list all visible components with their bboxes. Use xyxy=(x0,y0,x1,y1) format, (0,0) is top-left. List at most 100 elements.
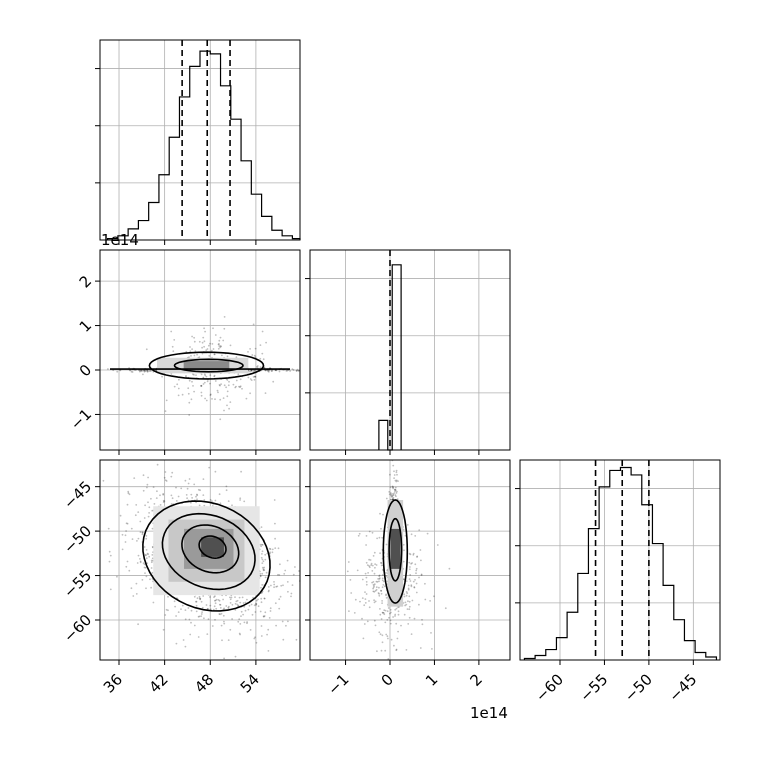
scatter-p0-p1-point xyxy=(139,370,141,373)
scatter-p1-p2-point xyxy=(385,543,388,546)
scatter-p0-p2-point xyxy=(269,548,272,551)
scatter-p1-p2-core-point xyxy=(386,619,389,621)
scatter-p1-p2-point xyxy=(373,601,376,604)
scatter-p0-p2-point xyxy=(207,607,209,610)
scatter-p0-p2-point xyxy=(264,576,267,579)
scatter-p1-p2-point xyxy=(382,612,385,614)
scatter-p0-p1-outlier-point xyxy=(238,385,240,388)
scatter-p0-p2-point xyxy=(249,629,252,631)
scatter-p1-p2-core-point xyxy=(389,622,392,625)
scatter-p0-p2-point xyxy=(260,625,263,627)
scatter-p0-p1-outlier-point xyxy=(214,380,217,382)
scatter-p0-p1-outlier-point xyxy=(189,350,192,353)
scatter-p0-p2-point xyxy=(126,522,129,525)
scatter-p0-p2-point xyxy=(290,592,293,595)
scatter-p1-p2-point xyxy=(377,578,379,580)
scatter-p0-p2-point xyxy=(150,586,153,589)
scatter-p1-p2-point xyxy=(380,649,383,652)
scatter-p1-p2-point xyxy=(374,600,377,603)
scatter-p0-p1-point xyxy=(295,369,298,372)
scatter-p1-p2-point xyxy=(396,637,399,640)
scatter-p1-p2-point xyxy=(412,554,415,556)
scatter-p0-p1-outlier-point xyxy=(262,358,265,361)
scatter-p1-p2-point xyxy=(409,566,411,568)
scatter-p0-p1-point xyxy=(149,370,152,372)
scatter-p1-p2-point xyxy=(448,567,451,570)
scatter-p0-p1-point xyxy=(143,370,146,373)
scatter-p0-p2-point xyxy=(195,610,198,613)
scatter-p0-p2-point xyxy=(142,474,145,477)
scatter-p0-p1-outlier-point xyxy=(226,404,228,407)
scatter-p0-p2-point xyxy=(203,617,205,620)
scatter-p1-p2-point xyxy=(385,597,388,599)
scatter-p1-p2-point xyxy=(386,635,389,638)
p0-p2-contour xyxy=(181,524,240,574)
scatter-p0-p2-point xyxy=(187,482,190,485)
scatter-p0-p2-point xyxy=(278,607,281,610)
scatter-p0-p1-outlier-point xyxy=(198,340,201,343)
scatter-p1-p2-core-point xyxy=(394,488,396,491)
scatter-p0-p2-point xyxy=(195,495,197,498)
scatter-p0-p1-point xyxy=(140,370,143,373)
scatter-p1-p2-point xyxy=(394,608,397,611)
scatter-p1-p2-point xyxy=(364,598,367,600)
scatter-p0-p1-outlier-point xyxy=(193,340,196,343)
scatter-p0-p1-outlier-point xyxy=(226,355,229,358)
scatter-p1-p2-point xyxy=(405,594,408,597)
scatter-p0-p2-point xyxy=(108,560,111,563)
scatter-p0-p2-point xyxy=(132,595,135,597)
scatter-p0-p2-point xyxy=(149,578,151,581)
scatter-p0-p1-outlier-point xyxy=(226,379,229,381)
scatter-p0-p1-outlier-point xyxy=(254,375,256,378)
scatter-p1-p2-point xyxy=(397,606,399,609)
scatter-p0-p2-point xyxy=(205,604,208,606)
scatter-p0-p2-point xyxy=(135,593,138,595)
scatter-p1-p2-point xyxy=(378,580,380,583)
scatter-p1-p2-point xyxy=(385,593,387,596)
scatter-p1-p2-core-point xyxy=(388,493,391,496)
scatter-p0-p2-point xyxy=(206,633,209,635)
scatter-p0-p1-outlier-point xyxy=(206,348,209,350)
scatter-p0-p2-point xyxy=(147,501,149,504)
scatter-p0-p2-point xyxy=(152,486,155,488)
scatter-p0-p1-point xyxy=(295,370,298,372)
scatter-p0-p2-point xyxy=(190,621,192,624)
scatter-p0-p1-outlier-point xyxy=(217,391,219,394)
scatter-p1-p2-point xyxy=(364,572,367,575)
scatter-p1-p2-point xyxy=(407,623,410,625)
scatter-p0-p1-point xyxy=(119,369,122,372)
scatter-p0-p2-point xyxy=(139,558,141,560)
scatter-p1-p2-point xyxy=(403,593,406,596)
scatter-p0-p2-point xyxy=(275,624,277,627)
scatter-p0-p2-point xyxy=(213,596,215,598)
scatter-p0-p2-point xyxy=(202,595,205,597)
scatter-p0-p2-point xyxy=(170,494,173,497)
scatter-p1-p2-core-point xyxy=(394,488,396,491)
scatter-p0-p1-outlier-point xyxy=(253,378,256,381)
scatter-p1-p2-core-point xyxy=(396,498,399,501)
scatter-p0-p1-point xyxy=(291,368,294,370)
scatter-p0-p2-point xyxy=(151,557,154,560)
scatter-p0-p1-outlier-point xyxy=(209,394,212,396)
scatter-p0-p1-point xyxy=(297,369,300,372)
scatter-p1-p2-core-point xyxy=(392,494,395,496)
scatter-p1-p2-point xyxy=(420,559,422,562)
scatter-p0-p2-point xyxy=(196,597,199,600)
scatter-p0-p2-point xyxy=(207,618,210,620)
scatter-p1-p2-point xyxy=(379,552,381,555)
scatter-p0-p2-point xyxy=(151,546,154,548)
scatter-p1-p2-point xyxy=(382,513,384,516)
scatter-p0-p2-point xyxy=(276,585,279,588)
scatter-p0-p2-point xyxy=(246,622,248,625)
scatter-p0-p2-point xyxy=(227,500,230,502)
scatter-p0-p2-point xyxy=(148,512,151,514)
scatter-p1-p2-point xyxy=(365,581,368,583)
scatter-p0-p2-point xyxy=(164,479,167,482)
scatter-p0-p2-point xyxy=(121,533,124,536)
scatter-p0-p1-outlier-point xyxy=(191,348,194,350)
scatter-p0-p1-outlier-point xyxy=(204,397,207,400)
scatter-p0-p1-outlier-point xyxy=(252,323,255,326)
panel-frame-2-2 xyxy=(519,459,721,661)
scatter-p0-p2-point xyxy=(201,606,204,609)
scatter-p0-p1-outlier-point xyxy=(191,335,194,338)
